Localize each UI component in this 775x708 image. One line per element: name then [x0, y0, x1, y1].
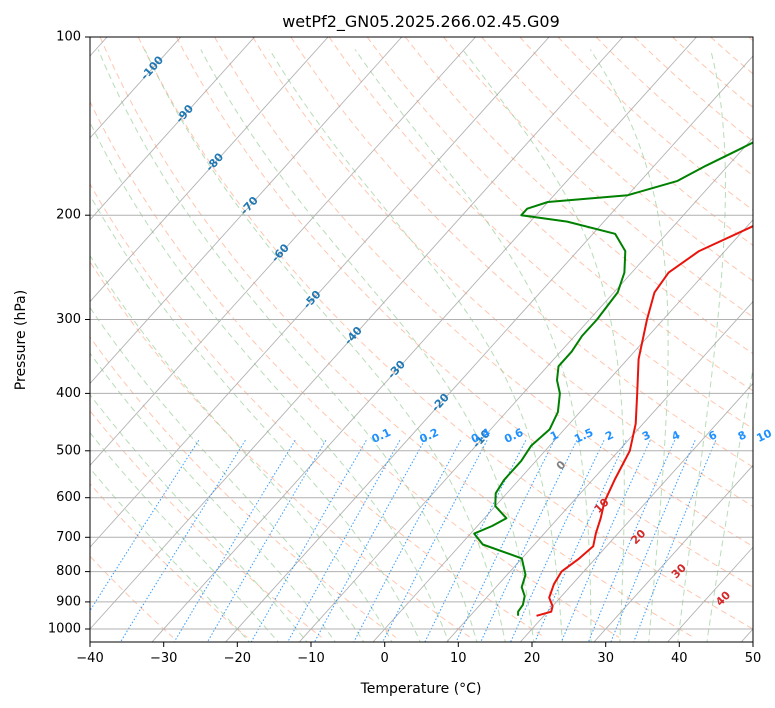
- y-tick-label: 700: [56, 530, 81, 545]
- y-tick-label: 800: [56, 564, 81, 579]
- dewpoint-profile-line: [473, 141, 753, 616]
- chart-title: wetPf2_GN05.2025.266.02.45.G09: [282, 12, 560, 32]
- isotherm-line: [90, 37, 329, 303]
- isotherm-line: [90, 37, 624, 630]
- x-tick-label: 0: [381, 651, 389, 666]
- moist-adiabat-line: [97, 49, 478, 642]
- mixing-ratio-line: [90, 440, 200, 612]
- y-axis-label: Pressure (hPa): [13, 290, 29, 390]
- y-tick-label: 200: [56, 208, 81, 223]
- moist-adiabat-line: [462, 49, 625, 642]
- dry-adiabat-line: [328, 37, 753, 430]
- background-lines: [90, 37, 753, 642]
- moist-adiabat-line: [354, 49, 592, 642]
- mixing-ratio-line: [510, 440, 605, 642]
- dry-adiabat-line: [557, 37, 753, 211]
- dry-adiabat-line: [633, 37, 753, 142]
- moist-adiabat-line: [269, 49, 563, 642]
- temperature-profile-line: [536, 224, 753, 617]
- isotherm-line: [372, 219, 753, 642]
- y-tick-label: 900: [56, 594, 81, 609]
- moist-adiabat-line: [90, 194, 421, 642]
- moist-adiabat-line: [589, 49, 669, 642]
- mixing-ratio-label: 10: [755, 427, 775, 445]
- moist-adiabat-line: [677, 49, 726, 642]
- x-tick-label: 30: [597, 651, 614, 666]
- y-tick-label: 100: [56, 30, 81, 45]
- isotherm-line: [90, 37, 550, 548]
- y-tick-label: 300: [56, 312, 81, 327]
- dry-adiabat-line: [366, 37, 753, 392]
- moist-adiabat-line: [90, 352, 336, 642]
- dry-adiabat-line: [519, 37, 753, 246]
- x-tick-label: 50: [745, 651, 762, 666]
- moist-adiabat-line: [144, 49, 506, 642]
- mixing-ratio-line: [534, 440, 627, 642]
- mixing-ratio-line: [250, 440, 367, 642]
- x-tick-label: 20: [524, 651, 541, 666]
- dry-adiabat-line: [252, 37, 753, 507]
- mixing-ratio-line: [382, 440, 488, 642]
- isotherm-line: [593, 464, 753, 642]
- x-tick-label: 40: [671, 651, 688, 666]
- mixing-ratio-line: [313, 440, 426, 642]
- mixing-ratio-line: [633, 440, 717, 642]
- x-axis-label: Temperature (°C): [360, 681, 482, 697]
- moist-adiabat-line: [90, 393, 308, 642]
- x-tick-label: −40: [76, 651, 103, 666]
- mixing-ratio-line: [560, 440, 651, 642]
- isotherm-line: [151, 37, 697, 642]
- mixing-ratio-line: [424, 440, 527, 642]
- y-tick-label: 400: [56, 386, 81, 401]
- isotherm-line: [90, 37, 255, 221]
- mixing-ratio-line: [353, 440, 462, 642]
- axes: −40 −30 −20 −10 0 10 20 30 40 50 100 200 300 400 500 60…: [48, 30, 761, 667]
- isotherm-line: [90, 37, 403, 385]
- mixing-ratio-line: [480, 440, 578, 642]
- moist-adiabat-line: [90, 254, 393, 642]
- mixing-ratio-line: [455, 440, 555, 642]
- isotherm-line: [90, 37, 476, 467]
- moist-adiabat-line: [90, 467, 250, 642]
- mixing-ratio-line: [119, 440, 246, 642]
- moist-adiabat-line: [706, 366, 753, 642]
- moist-adiabat-line: [90, 306, 365, 642]
- y-tick-label: 600: [56, 490, 81, 505]
- x-tick-label: −30: [150, 651, 177, 666]
- isotherm-line: [519, 382, 753, 642]
- x-tick-label: −10: [297, 651, 324, 666]
- y-tick-label: 1000: [48, 622, 81, 637]
- isotherm-line: [298, 137, 753, 642]
- mixing-ratio-line: [206, 440, 327, 642]
- profile-lines: [473, 141, 753, 617]
- dry-adiabat-line: [290, 37, 753, 468]
- isotherm-line: [225, 55, 753, 642]
- y-tick-label: 500: [56, 443, 81, 458]
- dry-adiabat-line: [443, 37, 753, 318]
- x-tick-label: 10: [450, 651, 467, 666]
- plot-frame: [89, 36, 754, 643]
- x-tick-label: −20: [224, 651, 251, 666]
- dry-adiabat-line: [405, 37, 753, 355]
- isotherm-line: [446, 300, 753, 642]
- moist-adiabat-line: [90, 121, 450, 642]
